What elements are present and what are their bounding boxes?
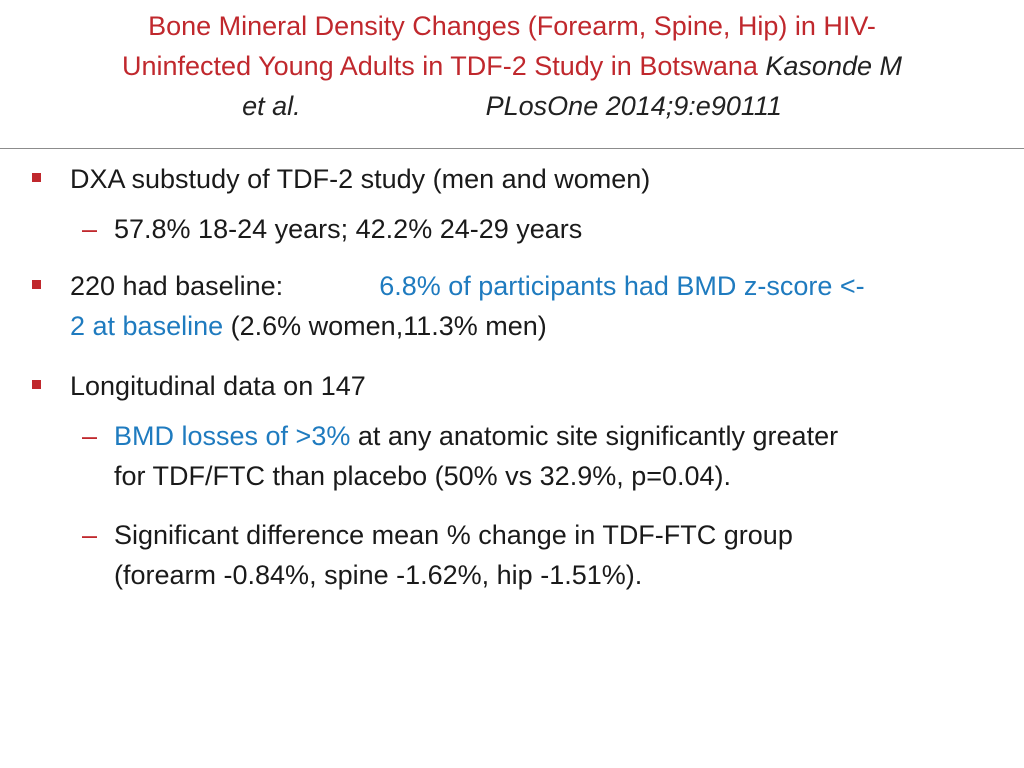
bullet-3-sub-1-highlight: BMD losses of >3% [114,421,351,451]
title-divider [0,148,1024,149]
dash-bullet-icon: – [82,421,98,451]
bullet-3-sub-1-rest: at any anatomic site significantly great… [350,421,839,451]
bullet-3-sub-2-line-2: (forearm -0.84%, spine -1.62%, hip -1.51… [114,560,643,590]
bullet-2-text: 220 had baseline: [70,271,284,301]
bullet-2-highlight-2: 2 at baseline [70,311,224,341]
title-citation: PLosOne 2014;9:e90111 [485,91,782,121]
dash-bullet-icon: – [82,520,98,550]
title-line-1: Bone Mineral Density Changes (Forearm, S… [148,11,876,41]
bullet-3-sub-1: – BMD losses of >3% at any anatomic site… [82,416,974,496]
bullet-3-sub-1-line-1: BMD losses of >3% at any anatomic site s… [114,416,974,456]
bullet-1: DXA substudy of TDF-2 study (men and wom… [32,159,990,199]
bullet-1-sub-1-text: 57.8% 18-24 years; 42.2% 24-29 years [114,214,583,244]
bullet-3-sub-1-line-2: for TDF/FTC than placebo (50% vs 32.9%, … [114,461,732,491]
title-author-etal: et al. [242,91,301,121]
dash-bullet-icon: – [82,214,98,244]
bullet-3-sub-2-line-1: Significant difference mean % change in … [114,520,793,550]
bullet-2-line-2: 2 at baseline (2.6% women,11.3% men) [70,306,990,346]
bullet-1-sub-1: – 57.8% 18-24 years; 42.2% 24-29 years [82,209,974,249]
slide-title: Bone Mineral Density Changes (Forearm, S… [40,6,984,126]
bullet-3-text: Longitudinal data on 147 [70,371,366,401]
title-line-3: et al. PLosOne 2014;9:e90111 [40,86,984,126]
bullet-1-text: DXA substudy of TDF-2 study (men and wom… [70,164,651,194]
bullet-3-sub-2: – Significant difference mean % change i… [82,515,974,595]
bullet-3: Longitudinal data on 147 [32,366,990,406]
title-author: Kasonde M [765,51,902,81]
bullet-2: 220 had baseline: 6.8% of participants ha… [32,266,990,346]
bullet-2-line-1: 220 had baseline: 6.8% of participants ha… [70,266,990,306]
bullet-2-highlight-1: 6.8% of participants had BMD z-score <- [379,271,865,301]
square-bullet-icon [32,173,41,182]
title-line-2-text: Uninfected Young Adults in TDF-2 Study i… [122,51,766,81]
title-line-2: Uninfected Young Adults in TDF-2 Study i… [40,46,984,86]
bullet-2-rest: (2.6% women,11.3% men) [223,311,547,341]
square-bullet-icon [32,280,41,289]
square-bullet-icon [32,380,41,389]
